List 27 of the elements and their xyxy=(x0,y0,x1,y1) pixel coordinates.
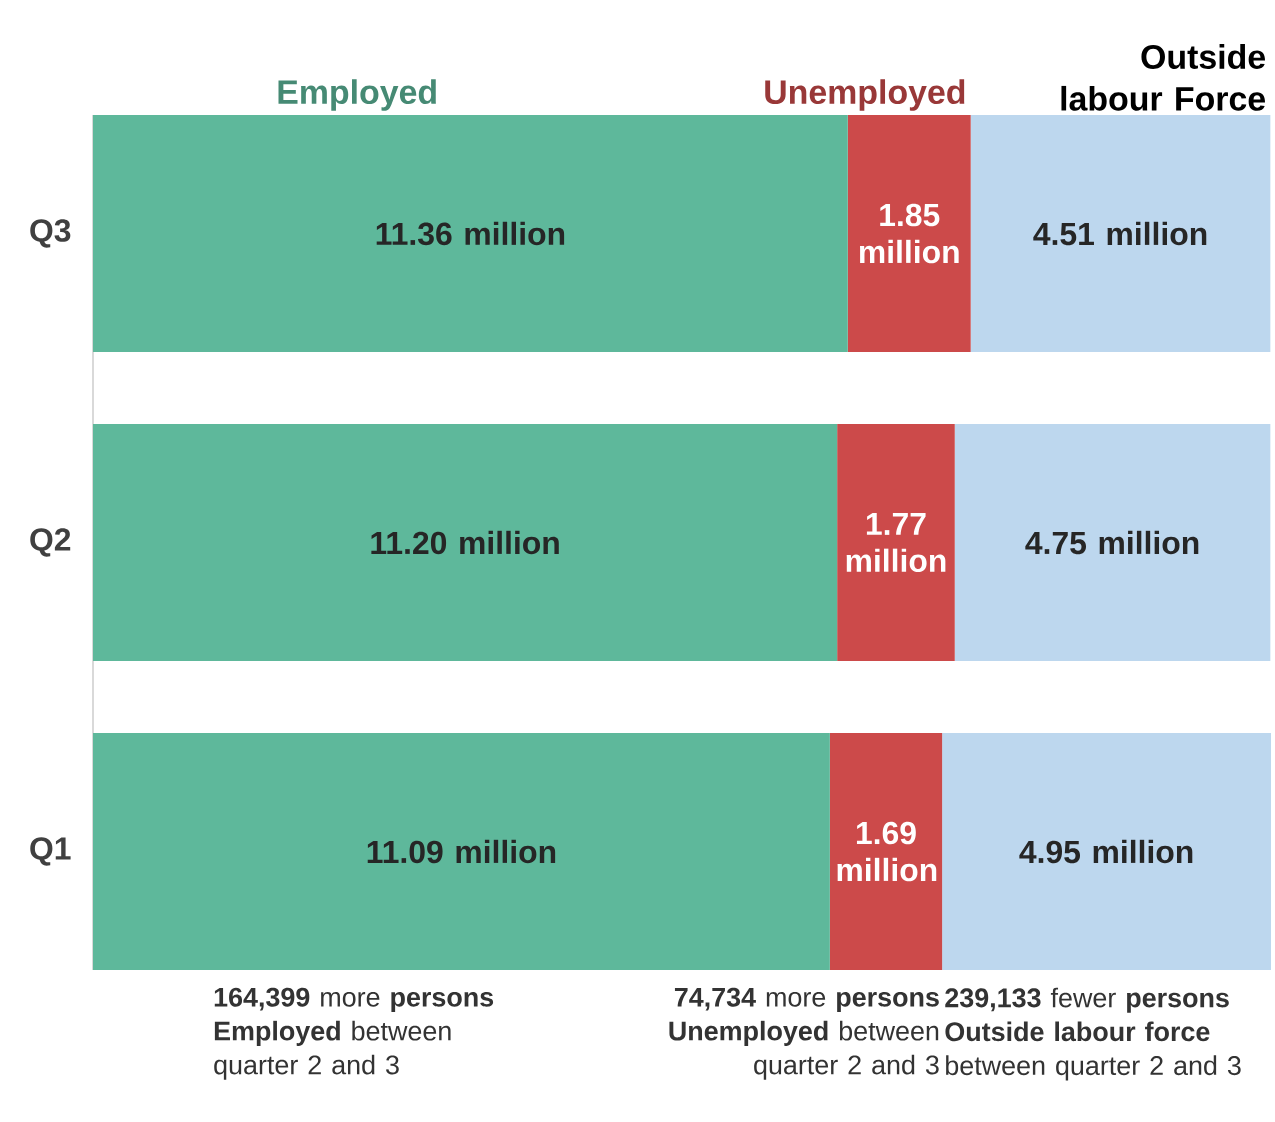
data-label: 11.36 million xyxy=(376,221,565,246)
bar xyxy=(93,115,848,352)
series-label: Employed xyxy=(278,79,436,111)
data-label: 4.75 million xyxy=(1025,530,1199,555)
bar xyxy=(93,424,838,662)
y-tick-label: Q1 xyxy=(30,837,71,866)
data-label: 4.95 million xyxy=(1019,839,1193,864)
data-label: 4.51 million xyxy=(1033,221,1207,246)
bar xyxy=(954,424,1271,662)
bar xyxy=(970,115,1271,352)
y-tick-label: Q3 xyxy=(30,219,71,248)
data-label: 1.69 million xyxy=(837,821,937,882)
bar xyxy=(93,733,830,971)
text: 239,133 fewer persons Outside labour force between quarter 2 and 3 xyxy=(945,987,1241,1081)
series-label: Unemployed xyxy=(765,79,965,111)
y-tick-label: Q2 xyxy=(30,528,71,557)
bar xyxy=(829,733,943,971)
series-label: Outside labour Force xyxy=(1061,44,1266,111)
text: 164,399 more persons Employed between quarter 2 and 3 xyxy=(214,987,494,1080)
text: 74,734 more persons Unemployed between quarter 2 and 3 xyxy=(669,987,939,1080)
data-label: 1.85 million xyxy=(859,203,959,264)
data-label: 1.77 million xyxy=(846,512,946,573)
data-label: 11.09 million xyxy=(367,839,556,864)
bar xyxy=(847,115,971,352)
data-label: 11.20 million xyxy=(371,530,559,555)
bar xyxy=(837,424,955,662)
bar xyxy=(942,733,1272,971)
